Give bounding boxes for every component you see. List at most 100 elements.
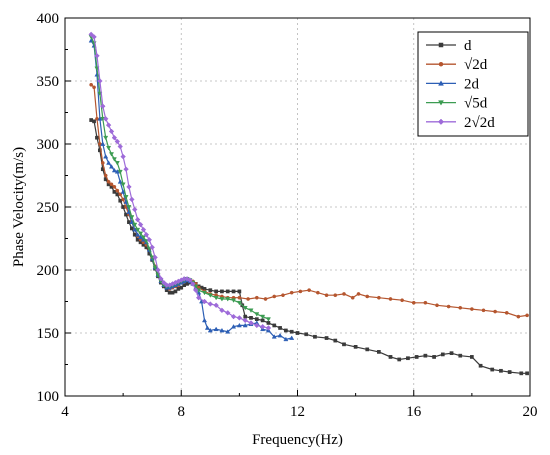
data-point (117, 169, 123, 175)
data-point (92, 119, 96, 124)
data-point (195, 294, 202, 301)
data-point (507, 370, 512, 374)
data-point (516, 314, 521, 319)
data-point (248, 320, 254, 326)
legend-marker (438, 61, 444, 67)
data-point (135, 232, 141, 237)
data-point (224, 310, 231, 316)
data-point (333, 338, 338, 343)
legend-item: √2d (426, 57, 488, 73)
data-point (108, 152, 115, 157)
data-point (91, 34, 97, 40)
data-point (106, 145, 112, 151)
data-point (114, 161, 120, 166)
data-point (97, 78, 103, 84)
data-point (265, 317, 271, 322)
data-point (365, 347, 370, 352)
data-point (499, 368, 503, 373)
y-tick-label: 400 (37, 11, 60, 27)
data-point (207, 301, 214, 307)
data-point (155, 267, 161, 273)
data-point (490, 367, 495, 372)
data-point (298, 289, 303, 294)
data-point (135, 227, 141, 233)
x-tick-label: 16 (406, 404, 422, 420)
data-point (525, 371, 529, 376)
data-point (103, 173, 108, 178)
data-point (193, 287, 199, 293)
data-point (109, 182, 114, 187)
legend-label: √5d (464, 96, 488, 112)
data-point (225, 297, 231, 302)
data-point (435, 303, 439, 308)
data-point (449, 351, 454, 356)
data-point (353, 345, 358, 349)
data-point (388, 297, 393, 301)
data-point (277, 332, 283, 338)
data-point (254, 317, 259, 321)
data-point (146, 237, 153, 243)
data-point (129, 215, 135, 220)
data-point (201, 298, 208, 305)
data-point (123, 166, 129, 172)
data-point (324, 336, 329, 340)
data-point (263, 297, 268, 301)
data-point (89, 82, 94, 87)
data-point (260, 314, 266, 320)
data-point (432, 355, 436, 359)
y-tick-label: 250 (37, 200, 60, 216)
data-point (313, 334, 317, 339)
data-point (478, 363, 483, 368)
data-point (254, 295, 259, 300)
data-point (152, 265, 158, 271)
data-point (440, 352, 445, 357)
legend-marker (437, 118, 445, 125)
data-point (423, 353, 428, 358)
data-point (111, 157, 117, 162)
data-point (266, 321, 271, 325)
data-point (184, 276, 190, 282)
data-point (219, 307, 225, 314)
data-point (129, 196, 135, 203)
x-axis-title: Frequency(Hz) (252, 432, 343, 448)
data-point (411, 300, 416, 305)
data-point (208, 288, 213, 293)
data-point (126, 184, 132, 190)
data-point (98, 148, 102, 153)
data-point (103, 153, 109, 159)
data-point (278, 326, 282, 330)
data-point (219, 327, 225, 333)
data-point (111, 167, 117, 173)
data-point (519, 371, 524, 376)
y-tick-label: 150 (37, 326, 60, 342)
data-point (213, 326, 219, 332)
data-point (236, 300, 242, 306)
legend-item: 2d (426, 76, 480, 92)
data-point (470, 307, 474, 311)
data-point (140, 226, 147, 233)
x-tick-label: 8 (178, 404, 186, 420)
data-point (342, 292, 346, 296)
data-point (126, 205, 132, 210)
data-point (140, 235, 146, 240)
y-axis-title: Phase Velocity(m/s) (11, 147, 27, 267)
data-point (342, 342, 346, 347)
data-point (242, 322, 248, 328)
data-point (254, 322, 260, 329)
x-tick-label: 4 (61, 404, 69, 420)
data-point (525, 313, 529, 318)
data-point (100, 161, 105, 165)
data-point (236, 322, 242, 328)
data-point (458, 353, 463, 358)
data-point (248, 308, 254, 313)
data-point (388, 355, 393, 359)
y-tick-label: 350 (37, 74, 60, 90)
y-tick-label: 100 (37, 389, 60, 405)
data-point (406, 356, 410, 361)
data-point (117, 143, 123, 150)
x-tick-label: 20 (523, 404, 538, 420)
data-point (481, 308, 486, 313)
data-point (132, 222, 138, 228)
data-point (230, 313, 237, 320)
